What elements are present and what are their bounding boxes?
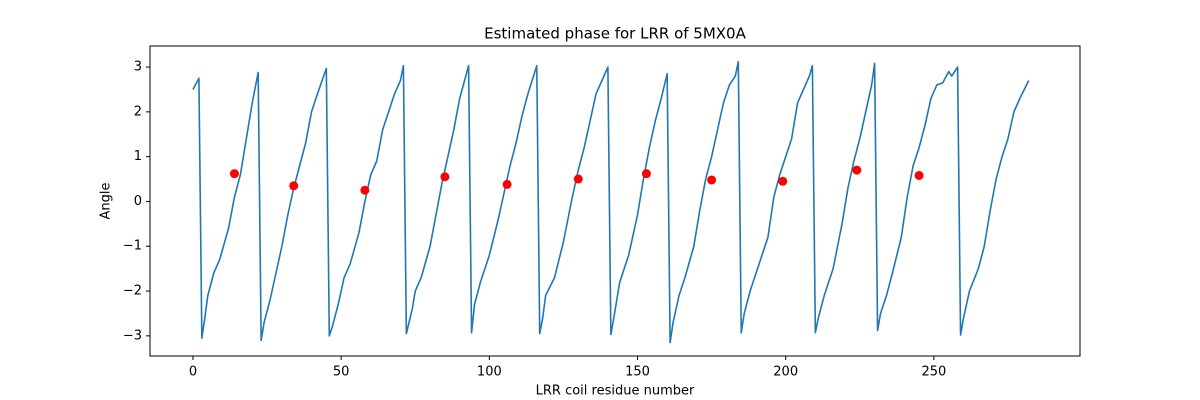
data-point bbox=[641, 169, 651, 179]
data-point bbox=[360, 185, 370, 195]
x-axis-label: LRR coil residue number bbox=[536, 384, 695, 399]
y-tick-label: 1 bbox=[134, 149, 142, 164]
data-point bbox=[914, 170, 924, 180]
y-tick-label: −1 bbox=[123, 239, 142, 254]
x-tick-label: 150 bbox=[625, 365, 650, 380]
x-tick-label: 50 bbox=[333, 365, 350, 380]
chart-title: Estimated phase for LRR of 5MX0A bbox=[484, 25, 746, 43]
y-tick-label: 3 bbox=[134, 60, 142, 75]
plot-area bbox=[192, 60, 1030, 344]
data-point bbox=[502, 179, 512, 189]
data-point bbox=[778, 176, 788, 186]
x-tick-label: 250 bbox=[921, 365, 946, 380]
y-tick-label: 0 bbox=[134, 194, 142, 209]
y-tick-label: 2 bbox=[134, 104, 142, 119]
y-tick-label: −3 bbox=[123, 328, 142, 343]
y-tick-label: −2 bbox=[123, 284, 142, 299]
x-tick-label: 0 bbox=[189, 365, 197, 380]
data-point bbox=[852, 165, 862, 175]
data-point bbox=[289, 181, 299, 191]
data-line bbox=[192, 60, 1030, 344]
data-point bbox=[440, 172, 450, 182]
y-axis-label: Angle bbox=[99, 183, 114, 220]
data-point bbox=[707, 175, 717, 185]
data-point bbox=[573, 174, 583, 184]
data-point bbox=[229, 169, 239, 179]
x-tick-label: 100 bbox=[477, 365, 502, 380]
x-tick-label: 200 bbox=[773, 365, 798, 380]
